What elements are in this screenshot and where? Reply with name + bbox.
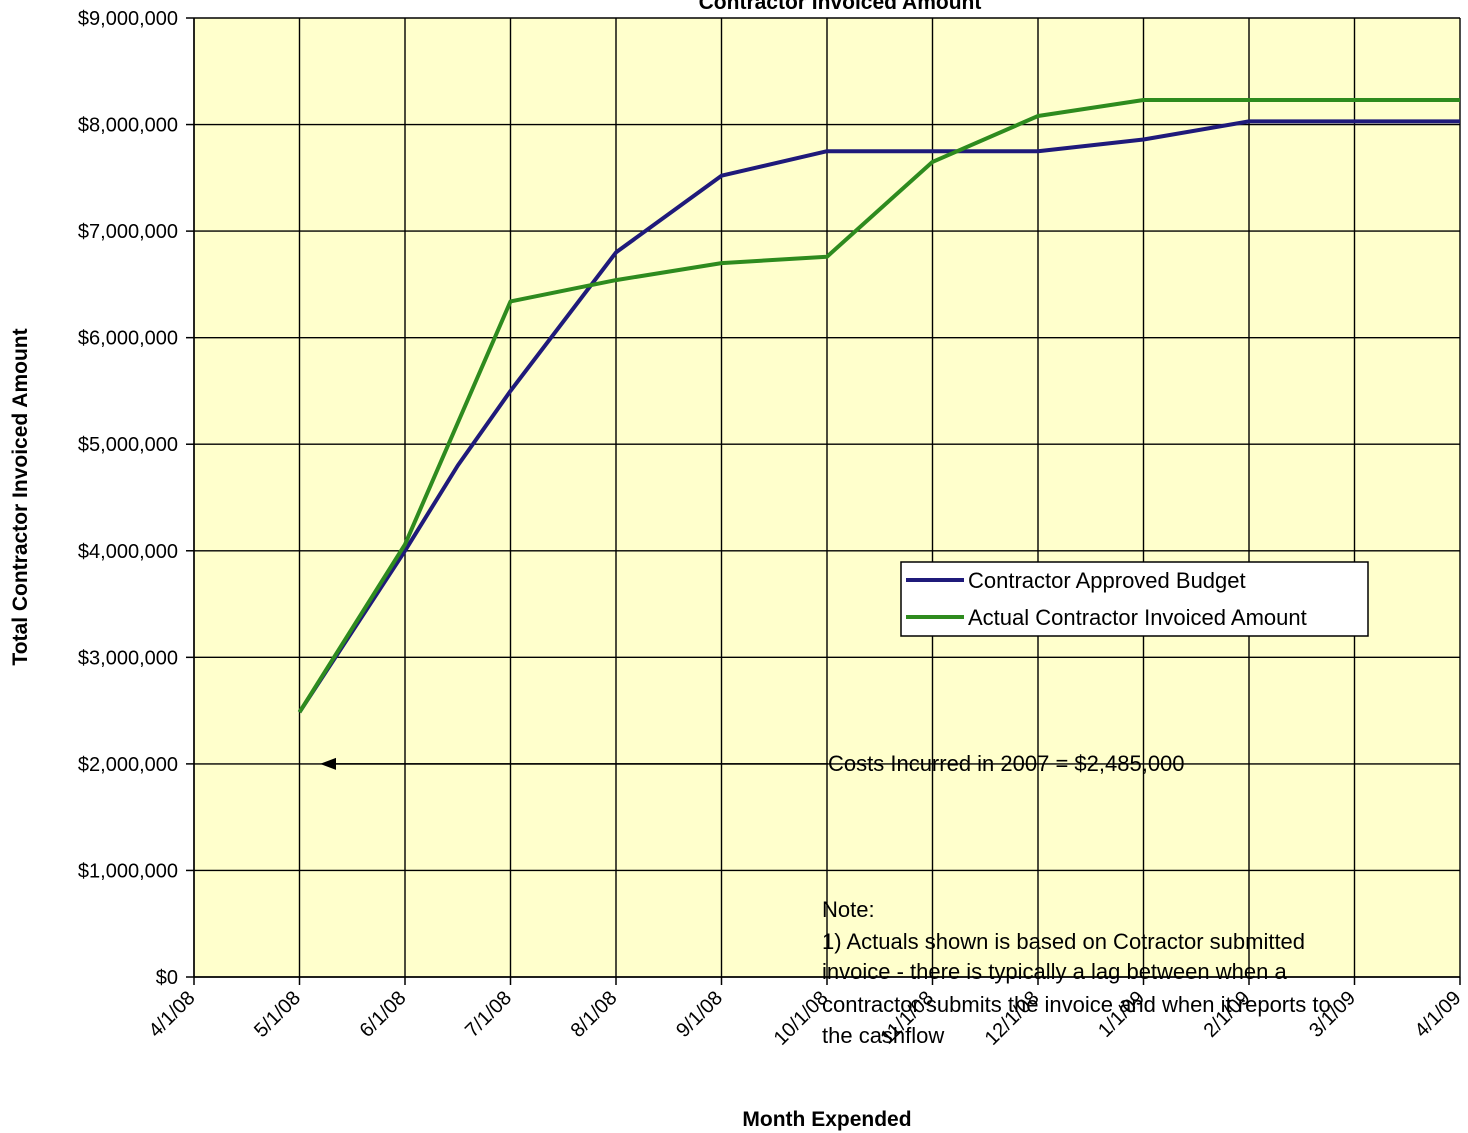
y-tick-label: $3,000,000 bbox=[78, 647, 178, 669]
y-tick-label: $7,000,000 bbox=[78, 221, 178, 243]
y-tick-label: $9,000,000 bbox=[78, 8, 178, 30]
y-tick-label: $4,000,000 bbox=[78, 541, 178, 563]
y-axis-title: Total Contractor Invoiced Amount bbox=[9, 328, 32, 665]
axes bbox=[186, 17, 1461, 985]
x-tick-label: 6/1/08 bbox=[356, 987, 411, 1042]
note-line-1: 1) Actuals shown is based on Cotractor s… bbox=[822, 929, 1305, 954]
y-tick-label: $0 bbox=[156, 967, 178, 989]
note-line-4: the cashflow bbox=[822, 1023, 944, 1048]
x-tick-label: 9/1/08 bbox=[672, 987, 727, 1042]
x-axis-title: Month Expended bbox=[742, 1108, 911, 1131]
y-tick-label: $5,000,000 bbox=[78, 434, 178, 456]
note-line-3: contractor submits the invoice and when … bbox=[822, 992, 1331, 1017]
y-tick-label: $1,000,000 bbox=[78, 860, 178, 882]
chart-title: Contractor Invoiced Amount bbox=[699, 0, 982, 14]
x-tick-label: 8/1/08 bbox=[567, 987, 622, 1042]
y-tick-label: $8,000,000 bbox=[78, 115, 178, 137]
y-tick-label: $2,000,000 bbox=[78, 754, 178, 776]
x-tick-label: 4/1/08 bbox=[145, 987, 200, 1042]
legend-box bbox=[900, 561, 1369, 637]
y-tick-label: $6,000,000 bbox=[78, 328, 178, 350]
series-line-actual bbox=[297, 98, 1460, 714]
legend: Contractor Approved Budget Actual Contra… bbox=[900, 561, 1369, 637]
legend-label-budget: Contractor Approved Budget bbox=[968, 568, 1246, 593]
annotation-text: Costs Incurred in 2007 = $2,485,000 bbox=[828, 751, 1185, 776]
note-line-0: Note: bbox=[822, 897, 875, 922]
annotation: Costs Incurred in 2007 = $2,485,000 bbox=[320, 751, 1185, 776]
annotation-arrow-head bbox=[320, 757, 336, 770]
x-tick-label: 4/1/09 bbox=[1411, 987, 1466, 1042]
note: Note: 1) Actuals shown is based on Cotra… bbox=[822, 897, 1331, 1048]
note-line-2: invoice - there is typically a lag betwe… bbox=[822, 959, 1287, 984]
x-tick-label: 5/1/08 bbox=[250, 987, 305, 1042]
y-tick-labels: $0 $1,000,000 $2,000,000 $3,000,000 $4,000,0… bbox=[78, 8, 178, 989]
x-tick-label: 7/1/08 bbox=[461, 987, 516, 1042]
legend-label-actual: Actual Contractor Invoiced Amount bbox=[968, 605, 1307, 630]
series-line-budget bbox=[297, 119, 1460, 714]
series-lines bbox=[297, 98, 1460, 714]
